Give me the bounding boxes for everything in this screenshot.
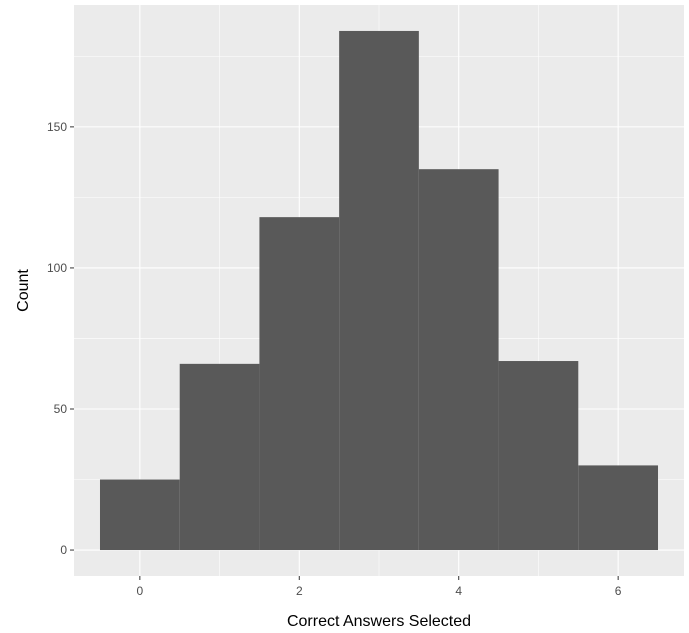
y-tick-label: 0 xyxy=(60,543,67,557)
y-axis-title: Count xyxy=(15,269,32,312)
y-tick-label: 100 xyxy=(47,261,67,275)
histogram-bar xyxy=(498,361,579,551)
y-tick-label: 50 xyxy=(54,402,68,416)
x-tick-label: 2 xyxy=(296,584,303,598)
x-tick-label: 4 xyxy=(455,584,462,598)
histogram-bar xyxy=(578,465,659,551)
histogram-bar xyxy=(339,30,419,551)
x-tick-label: 0 xyxy=(137,584,144,598)
x-axis: 0 2 4 6 xyxy=(137,576,622,598)
histogram-bar xyxy=(99,479,180,551)
histogram-bars xyxy=(99,30,659,551)
x-axis-title: Correct Answers Selected xyxy=(287,613,471,630)
y-tick-label: 150 xyxy=(47,120,67,134)
x-tick-label: 6 xyxy=(615,584,622,598)
histogram-bar xyxy=(259,217,340,551)
y-axis: 0 50 100 150 xyxy=(47,120,74,557)
histogram-bar xyxy=(418,169,499,551)
histogram-bar xyxy=(179,363,260,551)
